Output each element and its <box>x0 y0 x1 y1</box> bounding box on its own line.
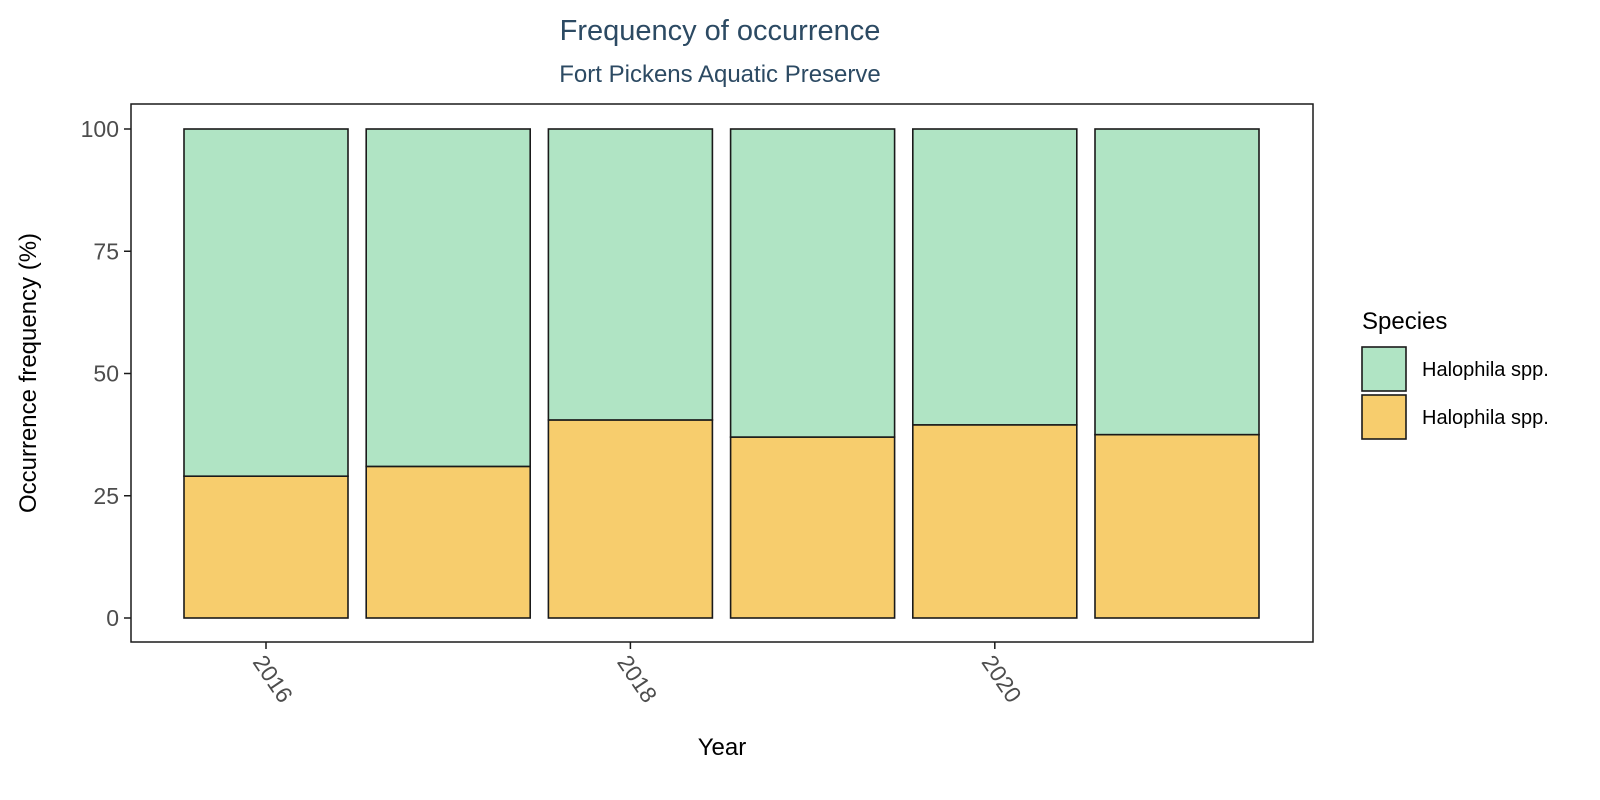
y-tick-label-75: 75 <box>93 238 119 264</box>
legend-label-0: Halophila spp. <box>1422 359 1549 381</box>
bar-2019-series-0 <box>729 436 896 619</box>
bar-2018-series-0 <box>547 419 714 619</box>
legend-title: Species <box>1362 308 1447 335</box>
bar-2021-series-0 <box>1094 433 1260 619</box>
y-tick-label-25: 25 <box>93 483 119 509</box>
legend-label-1: Halophila spp. <box>1422 407 1549 429</box>
bar-2018-series-1 <box>547 128 714 421</box>
bar-2019-series-1 <box>729 128 896 438</box>
bar-2017-series-1 <box>365 128 532 468</box>
y-axis: 0 25 50 75 100 <box>81 116 131 631</box>
x-axis: 2016 2018 2020 <box>248 642 1027 707</box>
chart-title: Frequency of occurrence <box>560 15 881 47</box>
bar-2017-series-0 <box>365 465 532 619</box>
bar-2016-series-1 <box>183 128 349 477</box>
x-tick-label-2018: 2018 <box>612 650 662 707</box>
x-tick-label-2016: 2016 <box>248 650 298 707</box>
y-axis-title: Occurrence frequency (%) <box>15 233 42 513</box>
legend: Species Halophila spp. Halophila spp. <box>1361 308 1549 440</box>
x-axis-title: Year <box>698 734 747 761</box>
legend-key-0 <box>1361 346 1407 392</box>
legend-key-1 <box>1361 394 1407 440</box>
legend-items: Halophila spp. Halophila spp. <box>1361 346 1549 440</box>
bar-2020-series-1 <box>911 128 1078 426</box>
y-tick-label-100: 100 <box>81 116 119 142</box>
bar-2021-series-1 <box>1094 128 1260 436</box>
bars-layer <box>183 128 1260 619</box>
chart-subtitle: Fort Pickens Aquatic Preserve <box>559 61 880 88</box>
y-tick-label-50: 50 <box>93 361 119 387</box>
bar-2020-series-0 <box>911 424 1078 619</box>
bar-2016-series-0 <box>183 475 349 619</box>
y-tick-label-0: 0 <box>106 605 119 631</box>
x-tick-label-2020: 2020 <box>977 650 1027 707</box>
